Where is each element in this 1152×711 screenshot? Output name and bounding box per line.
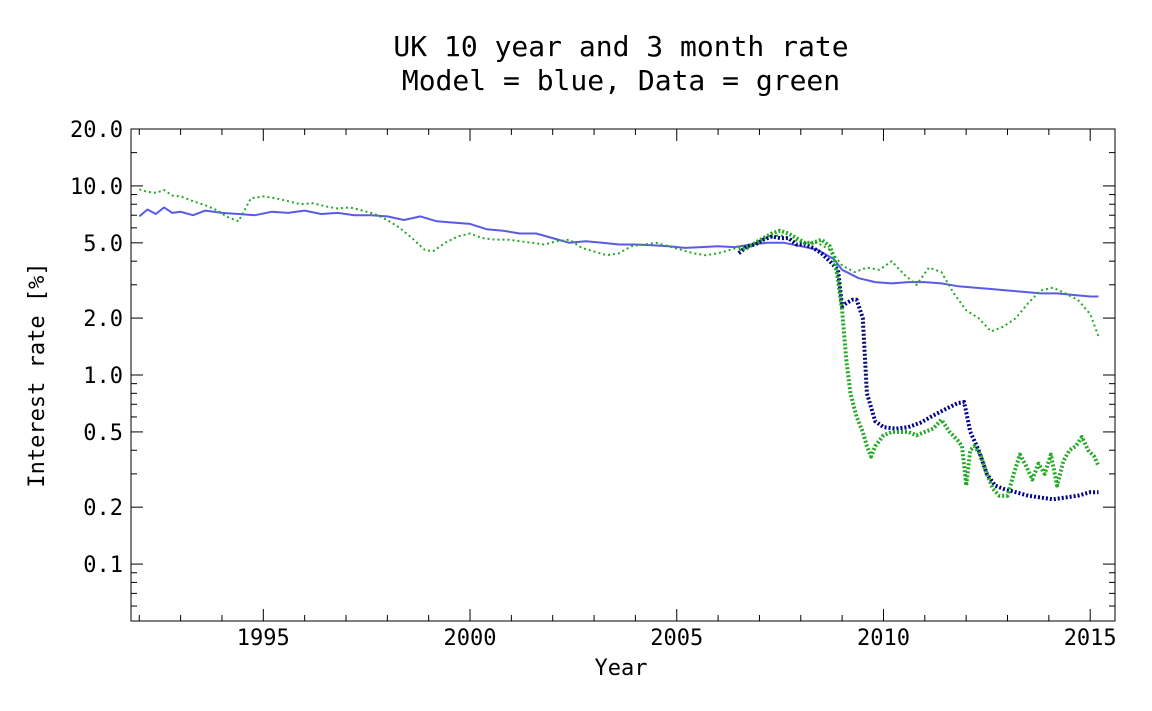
x-axis-label: Year	[595, 656, 648, 681]
series-line-model-3m	[737, 234, 1099, 502]
y-tick-label: 0.2	[83, 496, 123, 521]
series-line-model-10y	[138, 206, 1099, 298]
y-tick-label: 0.5	[83, 421, 123, 446]
x-tick-label: 2010	[857, 626, 910, 651]
x-tick-label: 2000	[444, 626, 497, 651]
x-axis: 1995 2000 2005 2010 2015	[138, 129, 1117, 651]
x-tick-label: 2015	[1064, 626, 1117, 651]
y-tick-label: 1.0	[83, 364, 123, 389]
y-tick-label: 20.0	[70, 118, 123, 143]
chart-subtitle: Model = blue, Data = green	[402, 64, 840, 97]
x-tick-label: 1995	[237, 626, 290, 651]
series-line-data-10y	[138, 188, 1100, 337]
series-line-data-3m	[738, 228, 1101, 498]
chart-title: UK 10 year and 3 month rate	[393, 30, 848, 63]
y-axis: 20.0 10.0 5.0 2.0 1.0 0.5 0.2 0.1	[70, 118, 1115, 607]
plot-frame	[130, 128, 1116, 622]
plot-area	[138, 188, 1101, 502]
x-tick-label: 2005	[650, 626, 703, 651]
y-tick-label: 0.1	[83, 553, 123, 578]
y-tick-label: 2.0	[83, 307, 123, 332]
y-tick-label: 10.0	[70, 175, 123, 200]
y-axis-label: Interest rate [%]	[25, 262, 50, 487]
y-tick-label: 5.0	[83, 232, 123, 257]
